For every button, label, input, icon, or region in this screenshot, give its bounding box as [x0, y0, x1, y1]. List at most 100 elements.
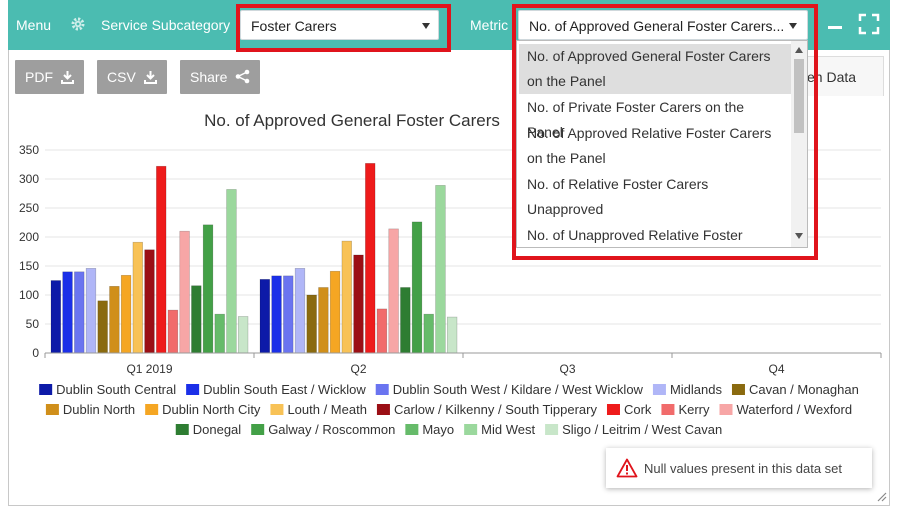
legend-swatch[interactable] — [270, 404, 284, 415]
legend-swatch[interactable] — [175, 424, 189, 435]
bar[interactable] — [283, 275, 294, 354]
bar[interactable] — [120, 274, 132, 354]
pdf-button[interactable]: PDF — [15, 60, 84, 94]
bar[interactable] — [446, 316, 458, 354]
legend-label[interactable]: Galway / Roscommon — [268, 422, 395, 437]
legend-label[interactable]: Cork — [624, 402, 652, 417]
bar[interactable] — [191, 285, 202, 354]
legend-label[interactable]: Dublin South West / Kildare / West Wickl… — [393, 382, 644, 397]
minimize-icon[interactable] — [824, 12, 846, 36]
bar[interactable] — [144, 249, 155, 354]
legend-swatch[interactable] — [375, 384, 389, 395]
legend-swatch[interactable] — [464, 424, 478, 435]
legend-label[interactable]: Mayo — [422, 422, 454, 437]
bar[interactable] — [376, 308, 388, 354]
scroll-up-icon[interactable] — [795, 47, 803, 53]
legend-label[interactable]: Carlow / Kilkenny / South Tipperary — [394, 402, 598, 417]
dropdown-option-text: No. of Approved Relative Foster Carers — [527, 125, 772, 141]
y-tick-label: 300 — [19, 172, 39, 186]
legend-label[interactable]: Cavan / Monaghan — [749, 382, 859, 397]
open-data-tab-label: en Data — [807, 69, 857, 85]
bar[interactable] — [156, 165, 167, 354]
legend-label[interactable]: Waterford / Wexford — [737, 402, 853, 417]
legend-swatch[interactable] — [39, 384, 53, 395]
legend-swatch[interactable] — [661, 404, 675, 415]
bar[interactable] — [365, 163, 376, 354]
service-subcategory-select[interactable]: Foster Carers — [240, 10, 439, 40]
legend-label[interactable]: Midlands — [670, 382, 723, 397]
legend-swatch[interactable] — [251, 424, 265, 435]
menu-button[interactable]: Menu — [16, 17, 52, 33]
bar[interactable] — [202, 224, 214, 354]
bar[interactable] — [294, 268, 306, 354]
legend-swatch[interactable] — [186, 384, 200, 395]
legend-swatch[interactable] — [606, 404, 620, 415]
fullscreen-icon[interactable] — [858, 12, 880, 36]
bar[interactable] — [214, 313, 225, 354]
legend-label[interactable]: Dublin South Central — [56, 382, 176, 397]
dropdown-option[interactable]: No. of Unapproved Relative Foster — [519, 223, 791, 247]
legend-label[interactable]: Kerry — [678, 402, 710, 417]
scrollbar-thumb[interactable] — [794, 59, 804, 133]
bar[interactable] — [226, 189, 237, 354]
bar[interactable] — [306, 294, 317, 354]
legend-swatch[interactable] — [376, 404, 390, 415]
bar[interactable] — [271, 275, 282, 354]
legend-swatch[interactable] — [731, 384, 745, 395]
bar[interactable] — [400, 287, 411, 354]
bar[interactable] — [97, 300, 108, 354]
legend-label[interactable]: Mid West — [481, 422, 535, 437]
share-button[interactable]: Share — [180, 60, 261, 94]
bar[interactable] — [167, 309, 179, 354]
legend-label[interactable]: Sligo / Leitrim / West Cavan — [562, 422, 722, 437]
y-tick-label: 250 — [19, 201, 39, 215]
csv-button[interactable]: CSV — [97, 60, 167, 94]
bar[interactable] — [74, 271, 85, 354]
bar[interactable] — [435, 185, 446, 354]
y-tick-label: 0 — [32, 346, 39, 360]
bar[interactable] — [341, 240, 352, 354]
bar[interactable] — [329, 270, 341, 354]
dropdown-option-text: No. of Private Foster Carers on the Pane… — [527, 99, 745, 140]
bar[interactable] — [179, 230, 190, 354]
x-tick-label: Q2 — [350, 362, 366, 376]
legend-label[interactable]: Donegal — [193, 422, 242, 437]
x-tick-label: Q1 2019 — [126, 362, 172, 376]
bar[interactable] — [318, 287, 329, 354]
dropdown-scrollbar[interactable] — [791, 41, 807, 247]
bar[interactable] — [353, 254, 364, 354]
legend-swatch[interactable] — [45, 404, 59, 415]
bar[interactable] — [85, 268, 97, 354]
dropdown-option-text: No. of Approved General Foster Carers — [527, 48, 771, 64]
legend-swatch[interactable] — [719, 404, 733, 415]
gear-icon[interactable] — [70, 16, 86, 32]
resize-handle-icon[interactable] — [875, 490, 887, 502]
bar[interactable] — [388, 228, 399, 354]
legend-label[interactable]: Dublin North — [63, 402, 135, 417]
metric-dropdown-list[interactable]: No. of Approved General Foster Carers on … — [516, 40, 808, 248]
bar[interactable] — [109, 285, 120, 354]
bar[interactable] — [237, 316, 249, 354]
x-tick-label: Q3 — [559, 362, 575, 376]
legend-swatch[interactable] — [652, 384, 666, 395]
bar[interactable] — [50, 280, 62, 354]
bar[interactable] — [259, 279, 271, 354]
share-icon — [235, 69, 250, 84]
dropdown-option[interactable]: No. of Approved Relative Foster Carers on… — [519, 121, 791, 171]
dropdown-option[interactable]: No. of Relative Foster Carers Unapproved — [519, 172, 791, 222]
legend-swatch[interactable] — [405, 424, 419, 435]
legend-label[interactable]: Dublin North City — [162, 402, 261, 417]
bar[interactable] — [411, 221, 423, 354]
bar[interactable] — [62, 271, 73, 354]
dropdown-option[interactable]: No. of Approved General Foster Carers on … — [519, 44, 791, 94]
legend-swatch[interactable] — [145, 404, 159, 415]
dropdown-option[interactable]: No. of Private Foster Carers on the Pane… — [519, 95, 791, 145]
bar[interactable] — [423, 313, 434, 354]
metric-select[interactable]: No. of Approved General Foster Carers... — [518, 10, 808, 40]
scroll-down-icon[interactable] — [795, 233, 803, 239]
legend-swatch[interactable] — [545, 424, 559, 435]
bar[interactable] — [132, 241, 143, 354]
legend-label[interactable]: Dublin South East / Wicklow — [203, 382, 366, 397]
legend-label[interactable]: Louth / Meath — [287, 402, 367, 417]
